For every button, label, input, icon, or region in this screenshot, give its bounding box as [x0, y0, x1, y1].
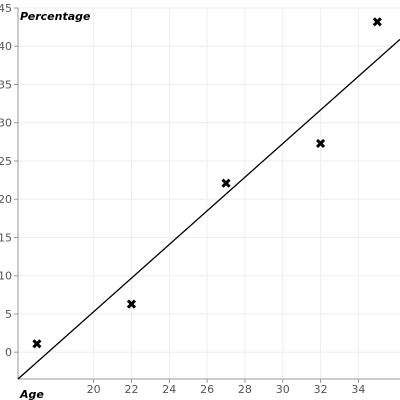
- data-point: [221, 178, 231, 188]
- data-point: [126, 299, 137, 309]
- y-tick-label: 35: [0, 78, 12, 91]
- x-tick-label: 30: [276, 383, 290, 396]
- x-tick-label: 28: [238, 383, 252, 396]
- y-axis-ticks: 0 5 10 15 20 25 30 35 40 45: [0, 2, 18, 359]
- x-tick-label: 34: [351, 383, 365, 396]
- data-point: [32, 339, 42, 349]
- trendline: [17, 38, 400, 380]
- x-axis-label: Age: [19, 388, 44, 400]
- data-point: [372, 17, 382, 27]
- x-tick-label: 20: [87, 383, 101, 396]
- x-tick-label: 24: [162, 383, 176, 396]
- y-tick-label: 10: [0, 270, 12, 283]
- y-tick-label: 45: [0, 2, 12, 15]
- trendline-group: [17, 38, 400, 380]
- y-tick-label: 25: [0, 155, 12, 168]
- x-tick-label: 22: [124, 383, 138, 396]
- grid: [18, 7, 400, 379]
- y-tick-label: 40: [0, 40, 12, 53]
- axes: [17, 8, 400, 380]
- x-tick-label: 26: [200, 383, 214, 396]
- y-tick-label: 5: [5, 308, 12, 321]
- x-axis-ticks: 20 22 24 26 28 30 32 34: [87, 379, 365, 396]
- y-tick-label: 15: [0, 231, 12, 244]
- y-axis-label: Percentage: [20, 10, 91, 23]
- y-tick-label: 0: [5, 346, 12, 359]
- data-points: [32, 17, 382, 349]
- x-tick-label: 32: [314, 383, 328, 396]
- y-tick-label: 20: [0, 193, 12, 206]
- y-tick-label: 30: [0, 117, 12, 130]
- data-point: [316, 138, 326, 148]
